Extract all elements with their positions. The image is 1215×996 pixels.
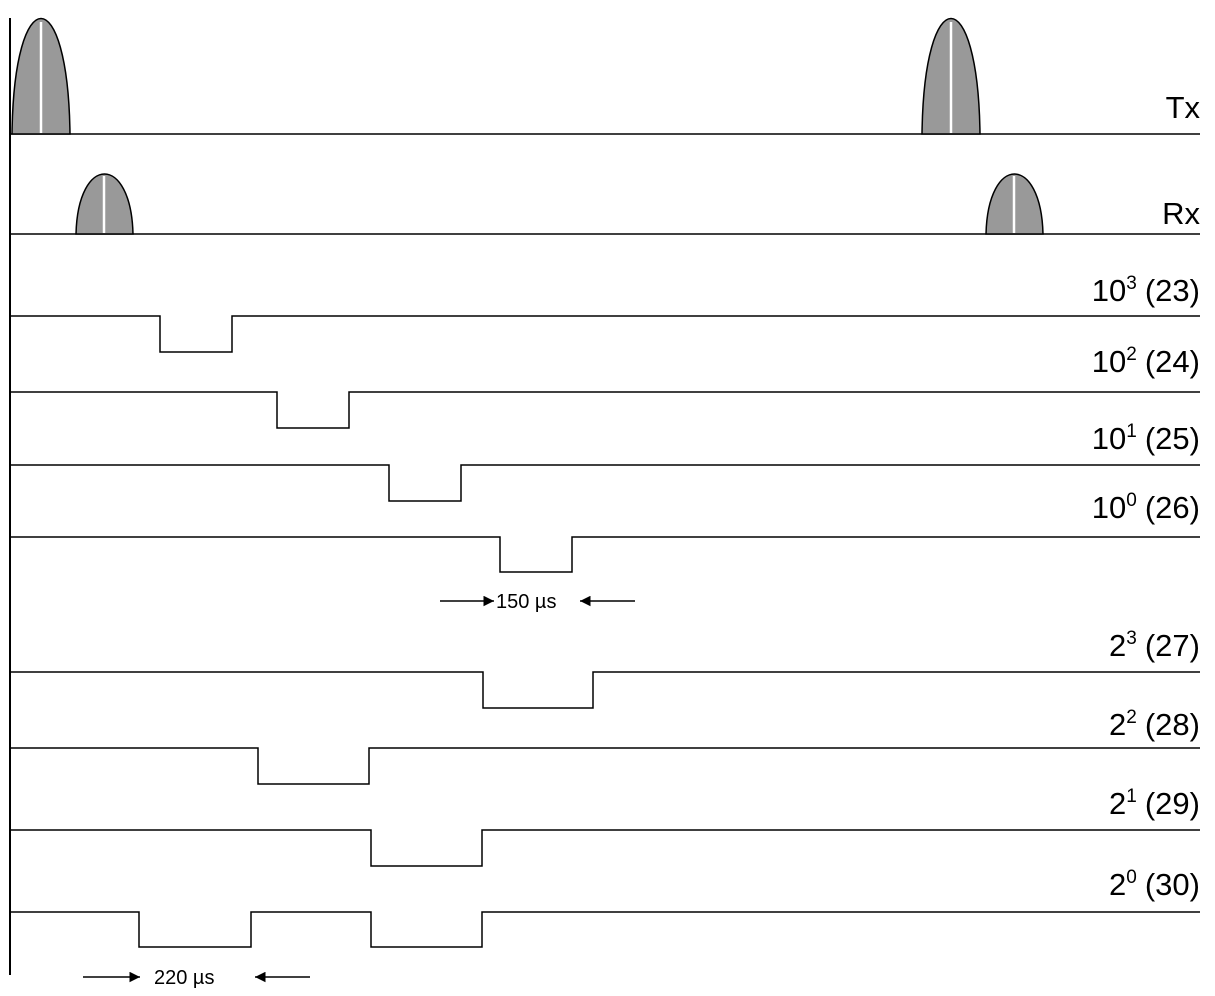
signal bbox=[10, 911, 1200, 948]
label-base: 2 bbox=[1109, 707, 1126, 742]
label-rest: (23) bbox=[1145, 273, 1200, 308]
channel-label: 100 (26) bbox=[1092, 490, 1200, 525]
label-base: 10 bbox=[1092, 421, 1126, 456]
channel-label: 103 (23) bbox=[1092, 273, 1200, 308]
label-rest: (30) bbox=[1145, 867, 1200, 902]
channel-label: Rx bbox=[1162, 196, 1200, 231]
duration-label: 150 µs bbox=[496, 591, 556, 613]
signal bbox=[10, 671, 1200, 709]
signal bbox=[10, 747, 1200, 785]
channel-label: 20 (30) bbox=[1109, 867, 1200, 902]
label-rest: (28) bbox=[1145, 707, 1200, 742]
signal bbox=[10, 391, 1200, 429]
signal bbox=[10, 829, 1200, 867]
duration-label: 220 µs bbox=[154, 967, 214, 989]
label-rest: (29) bbox=[1145, 786, 1200, 821]
label-exp: 1 bbox=[1126, 786, 1137, 807]
label-rest: (25) bbox=[1145, 421, 1200, 456]
label-base: 2 bbox=[1109, 628, 1126, 663]
label-base: 10 bbox=[1092, 490, 1126, 525]
channel-label: 101 (25) bbox=[1092, 421, 1200, 456]
label-base: 2 bbox=[1109, 867, 1126, 902]
label-exp: 0 bbox=[1126, 490, 1137, 511]
channel-label: 102 (24) bbox=[1092, 344, 1200, 379]
channel-label: Tx bbox=[1166, 90, 1201, 125]
channel-label: 21 (29) bbox=[1109, 786, 1200, 821]
label-exp: 0 bbox=[1126, 867, 1137, 888]
channel-label: 22 (28) bbox=[1109, 707, 1200, 742]
label-base: 10 bbox=[1092, 344, 1126, 379]
label-exp: 3 bbox=[1126, 273, 1137, 294]
signal bbox=[10, 536, 1200, 573]
label-exp: 3 bbox=[1126, 628, 1137, 649]
label-rest: (27) bbox=[1145, 628, 1200, 663]
signal bbox=[10, 464, 1200, 502]
label-rest: (24) bbox=[1145, 344, 1200, 379]
label-rest: (26) bbox=[1145, 490, 1200, 525]
label-base: 2 bbox=[1109, 786, 1126, 821]
label-exp: 2 bbox=[1126, 707, 1137, 728]
label-base: 10 bbox=[1092, 273, 1126, 308]
label-exp: 2 bbox=[1126, 344, 1137, 365]
channel-label: 23 (27) bbox=[1109, 628, 1200, 663]
label-exp: 1 bbox=[1126, 421, 1137, 442]
signal bbox=[10, 315, 1200, 353]
